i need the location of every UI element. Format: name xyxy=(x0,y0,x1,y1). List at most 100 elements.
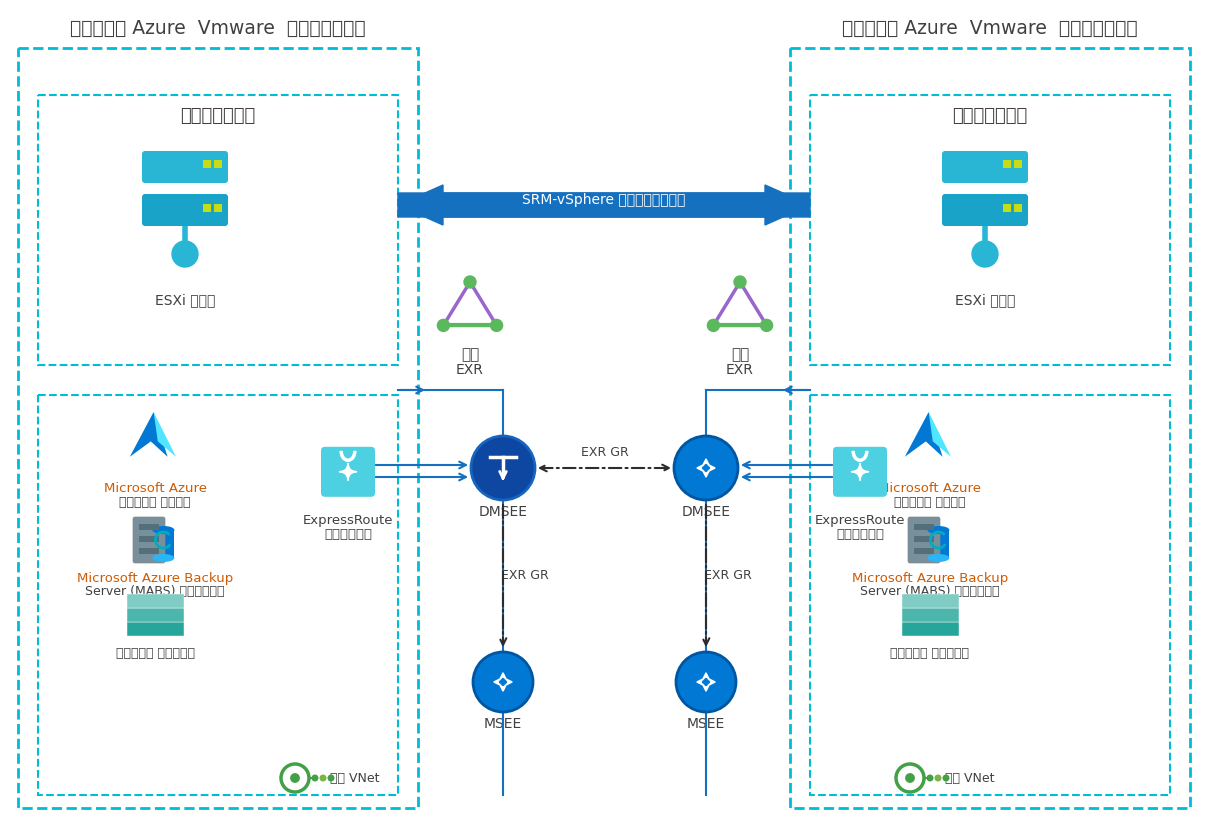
Ellipse shape xyxy=(152,554,174,562)
FancyBboxPatch shape xyxy=(833,447,887,496)
Bar xyxy=(37,395,398,795)
Circle shape xyxy=(473,652,533,712)
Bar xyxy=(1003,160,1011,169)
Text: Microsoft Azure: Microsoft Azure xyxy=(104,482,207,495)
Text: セカンダリ Azure  Vmware  ソリューション: セカンダリ Azure Vmware ソリューション xyxy=(843,19,1138,38)
Circle shape xyxy=(943,774,949,782)
Text: EXR GR: EXR GR xyxy=(580,446,629,459)
Polygon shape xyxy=(154,412,177,457)
Bar xyxy=(37,95,398,365)
Circle shape xyxy=(906,774,914,783)
Bar xyxy=(1003,204,1011,211)
FancyBboxPatch shape xyxy=(908,517,941,563)
FancyBboxPatch shape xyxy=(902,622,959,636)
Text: ExpressRoute: ExpressRoute xyxy=(302,514,393,527)
FancyBboxPatch shape xyxy=(141,194,229,226)
Text: 運用クラスター: 運用クラスター xyxy=(953,107,1028,125)
FancyBboxPatch shape xyxy=(133,517,164,563)
Text: Microsoft Azure: Microsoft Azure xyxy=(879,482,982,495)
FancyBboxPatch shape xyxy=(127,608,184,622)
Text: ストレージ アカウント: ストレージ アカウント xyxy=(891,646,970,659)
Text: ゲートウェイ: ゲートウェイ xyxy=(835,528,884,541)
Bar xyxy=(214,204,222,211)
Polygon shape xyxy=(904,412,943,457)
Text: Microsoft Azure Backup: Microsoft Azure Backup xyxy=(77,571,233,584)
Circle shape xyxy=(707,320,719,331)
FancyBboxPatch shape xyxy=(942,194,1028,226)
Text: DMSEE: DMSEE xyxy=(479,505,527,519)
Bar xyxy=(914,548,935,554)
Bar xyxy=(139,536,160,542)
Circle shape xyxy=(291,774,299,783)
Text: ESXi ホスト: ESXi ホスト xyxy=(155,293,215,307)
Text: ネイティブ サービス: ネイティブ サービス xyxy=(120,496,191,509)
Text: SRM-vSphere レプリケーション: SRM-vSphere レプリケーション xyxy=(522,193,686,207)
Circle shape xyxy=(328,774,335,782)
FancyBboxPatch shape xyxy=(127,594,184,608)
FancyBboxPatch shape xyxy=(927,530,949,558)
Text: 運用クラスター: 運用クラスター xyxy=(180,107,255,125)
Text: ネイティブ サービス: ネイティブ サービス xyxy=(895,496,966,509)
Text: 内部: 内部 xyxy=(731,348,750,363)
Bar xyxy=(1014,204,1022,211)
Text: MSEE: MSEE xyxy=(484,717,522,731)
Text: EXR: EXR xyxy=(456,363,484,377)
Text: ゲートウェイ: ゲートウェイ xyxy=(324,528,372,541)
Circle shape xyxy=(491,320,503,331)
Text: EXR GR: EXR GR xyxy=(501,569,549,581)
Polygon shape xyxy=(129,412,168,457)
FancyBboxPatch shape xyxy=(902,608,959,622)
FancyArrow shape xyxy=(398,185,810,225)
Bar xyxy=(914,536,935,542)
FancyBboxPatch shape xyxy=(127,622,184,636)
FancyBboxPatch shape xyxy=(322,447,375,496)
Circle shape xyxy=(319,774,326,782)
Text: ExpressRoute: ExpressRoute xyxy=(815,514,906,527)
FancyArrow shape xyxy=(398,185,810,225)
Bar xyxy=(203,204,212,211)
Text: EXR GR: EXR GR xyxy=(704,569,752,581)
Text: Server (MABS) バックアップ: Server (MABS) バックアップ xyxy=(861,584,1000,598)
Bar xyxy=(214,160,222,169)
Text: EXR: EXR xyxy=(727,363,754,377)
Circle shape xyxy=(438,320,450,331)
Bar xyxy=(789,48,1190,808)
FancyBboxPatch shape xyxy=(942,151,1028,183)
Circle shape xyxy=(464,276,476,288)
Circle shape xyxy=(734,276,746,288)
FancyBboxPatch shape xyxy=(152,530,174,558)
FancyBboxPatch shape xyxy=(902,594,959,608)
Text: ESXi ホスト: ESXi ホスト xyxy=(955,293,1016,307)
Bar xyxy=(810,95,1170,365)
Circle shape xyxy=(926,774,933,782)
Text: DMSEE: DMSEE xyxy=(682,505,730,519)
Bar xyxy=(810,395,1170,795)
Text: ストレージ アカウント: ストレージ アカウント xyxy=(116,646,195,659)
Circle shape xyxy=(472,436,536,500)
Circle shape xyxy=(760,320,773,331)
Bar xyxy=(18,48,418,808)
Circle shape xyxy=(673,436,737,500)
Ellipse shape xyxy=(152,526,174,534)
Circle shape xyxy=(312,774,318,782)
Circle shape xyxy=(935,774,942,782)
Circle shape xyxy=(972,241,997,267)
Text: ハブ VNet: ハブ VNet xyxy=(945,772,995,784)
Polygon shape xyxy=(929,412,951,457)
FancyBboxPatch shape xyxy=(141,151,229,183)
Circle shape xyxy=(172,241,198,267)
Ellipse shape xyxy=(927,554,949,562)
Text: Microsoft Azure Backup: Microsoft Azure Backup xyxy=(852,571,1008,584)
Bar xyxy=(914,524,935,530)
Bar xyxy=(203,160,212,169)
Bar xyxy=(139,524,160,530)
Text: 内部: 内部 xyxy=(461,348,479,363)
Text: ハブ VNet: ハブ VNet xyxy=(330,772,380,784)
Text: MSEE: MSEE xyxy=(687,717,725,731)
Ellipse shape xyxy=(927,526,949,534)
Bar xyxy=(139,548,160,554)
Text: Server (MABS) バックアップ: Server (MABS) バックアップ xyxy=(86,584,225,598)
Bar xyxy=(1014,160,1022,169)
Text: プライマリ Azure  Vmware  ソリューション: プライマリ Azure Vmware ソリューション xyxy=(70,19,366,38)
Circle shape xyxy=(676,652,736,712)
